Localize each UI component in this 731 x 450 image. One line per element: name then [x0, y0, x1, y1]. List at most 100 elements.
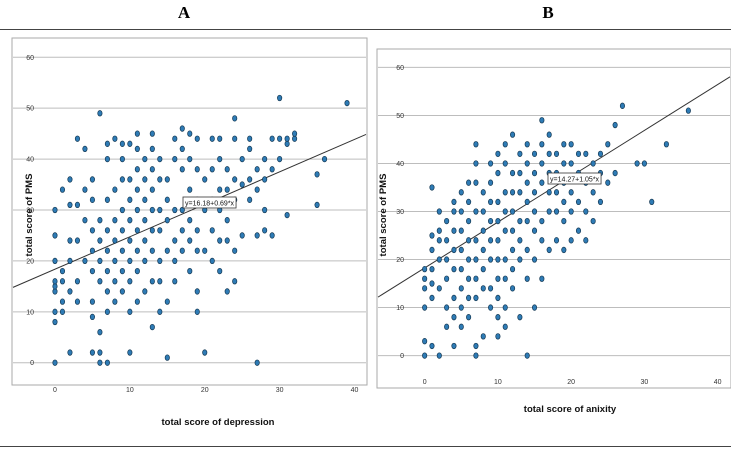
data-point	[458, 323, 464, 330]
data-point	[217, 186, 223, 193]
data-point	[164, 196, 170, 203]
data-point	[104, 196, 110, 203]
data-point	[451, 227, 457, 234]
data-point	[277, 135, 283, 142]
equation-box	[547, 172, 602, 185]
data-point	[466, 294, 472, 302]
data-point	[82, 257, 88, 265]
x-tick-label: 0	[53, 387, 57, 394]
data-point	[74, 237, 80, 244]
y-tick-label: 60	[26, 55, 34, 62]
data-point	[224, 237, 230, 244]
data-point	[546, 150, 552, 158]
data-point	[67, 288, 73, 295]
data-point	[149, 130, 155, 137]
data-point	[97, 349, 103, 356]
data-point	[164, 247, 170, 254]
data-point	[179, 227, 185, 234]
data-point	[641, 160, 647, 167]
data-point	[458, 246, 464, 254]
data-point	[67, 176, 73, 183]
data-point	[568, 141, 574, 148]
data-point	[239, 181, 245, 188]
data-point	[314, 201, 320, 209]
data-point	[495, 198, 501, 206]
data-point	[546, 208, 552, 215]
data-point	[488, 160, 494, 167]
y-tick-label: 30	[26, 208, 34, 215]
data-point	[262, 176, 268, 183]
data-point	[583, 208, 589, 215]
data-point	[134, 206, 140, 214]
data-point	[52, 257, 58, 265]
data-point	[444, 256, 450, 263]
data-point	[510, 265, 516, 273]
data-point	[179, 206, 185, 214]
data-point	[561, 217, 567, 225]
data-point	[444, 323, 450, 330]
data-point	[179, 247, 185, 254]
data-point	[119, 155, 125, 163]
data-point	[502, 160, 508, 167]
data-point	[451, 314, 457, 321]
data-point	[502, 323, 508, 330]
data-point	[59, 298, 66, 305]
data-point	[134, 267, 140, 275]
data-point	[119, 206, 125, 214]
data-point	[157, 227, 163, 234]
data-point	[546, 131, 552, 138]
data-point	[187, 237, 193, 244]
data-point	[149, 247, 155, 254]
data-point	[451, 342, 457, 350]
data-point	[134, 166, 140, 173]
data-point	[451, 246, 457, 254]
data-point	[502, 275, 508, 282]
data-point	[127, 349, 133, 356]
x-tick-label: 10	[494, 379, 502, 386]
data-point	[466, 256, 472, 263]
data-point	[663, 141, 669, 148]
data-point	[149, 186, 155, 193]
data-point	[52, 278, 58, 285]
data-point	[517, 256, 523, 263]
panel-letter-a: A	[178, 3, 191, 22]
data-point	[344, 99, 350, 107]
data-point	[495, 237, 501, 244]
data-point	[502, 189, 508, 196]
data-point	[466, 314, 472, 321]
data-point	[247, 196, 253, 203]
data-point	[254, 186, 260, 193]
y-tick-label: 40	[26, 157, 34, 164]
data-point	[429, 246, 435, 254]
data-point	[546, 246, 552, 254]
data-point	[194, 247, 200, 254]
data-point	[104, 288, 110, 295]
data-point	[247, 176, 253, 183]
data-point	[149, 278, 155, 285]
x-tick-label: 40	[351, 387, 359, 394]
data-point	[524, 275, 530, 282]
data-point	[322, 155, 328, 163]
data-point	[649, 198, 655, 206]
data-point	[568, 189, 574, 196]
data-point	[187, 217, 193, 224]
data-point	[284, 135, 290, 142]
data-point	[209, 135, 215, 142]
data-point	[104, 359, 110, 366]
data-point	[422, 338, 428, 345]
data-point	[458, 208, 464, 215]
data-point	[97, 278, 103, 285]
data-point	[524, 246, 530, 254]
data-point	[466, 179, 472, 186]
data-point	[473, 256, 479, 263]
y-tick-label: 0	[30, 360, 34, 367]
data-point	[172, 278, 178, 285]
data-point	[74, 278, 80, 285]
data-point	[480, 333, 486, 340]
data-point	[149, 323, 155, 331]
data-point	[590, 217, 596, 225]
data-point	[488, 179, 494, 186]
data-point	[553, 189, 560, 196]
data-point	[531, 227, 538, 234]
chart-depression-vs-pms: 0 10 20 30 40 50 60 0 10 20 30 40 total score of dep…	[11, 37, 368, 428]
